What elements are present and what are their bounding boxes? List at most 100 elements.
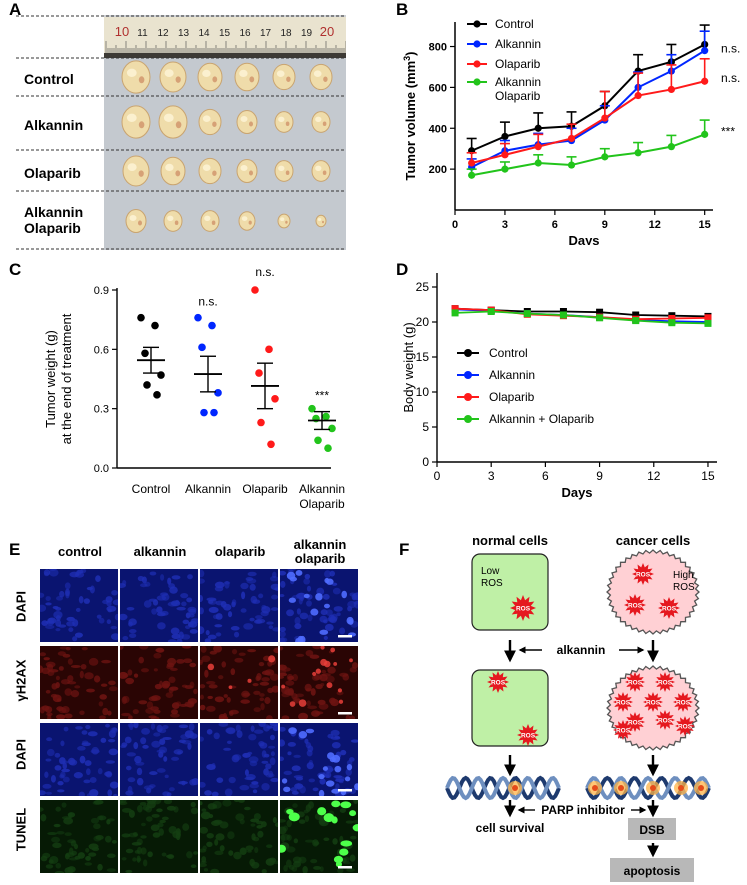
ros-label: ROS <box>646 700 661 707</box>
cell-nucleus <box>61 706 70 714</box>
cell-nucleus <box>178 739 186 744</box>
cell-nucleus <box>98 701 104 707</box>
cell-nucleus <box>323 619 328 624</box>
cell-nucleus <box>205 681 216 685</box>
cell-nucleus <box>286 834 292 841</box>
ruler-number: 10 <box>115 24 129 39</box>
cell-nucleus <box>211 791 219 796</box>
dna-strand <box>445 775 561 801</box>
cell-nucleus <box>64 713 73 719</box>
cell-nucleus <box>160 574 165 581</box>
cell-nucleus <box>43 657 50 661</box>
cell-nucleus <box>206 832 214 839</box>
gh2ax-foci <box>247 678 252 683</box>
cell-nucleus <box>152 832 161 838</box>
cell-nucleus <box>120 800 124 804</box>
ros-label: ROS <box>658 680 673 687</box>
micrograph-background <box>40 723 118 796</box>
cell-nucleus <box>268 857 277 863</box>
cell-nucleus <box>50 693 58 698</box>
cancer-cells-title: cancer cells <box>616 533 690 548</box>
tumor-weight-chart: 0.0 0.3 0.6 0.9 Tumor weight (g) at the end o… <box>43 265 345 511</box>
cell-nucleus <box>240 608 247 613</box>
cell-nucleus <box>203 868 209 872</box>
micrograph-background <box>200 569 278 642</box>
ros-label: ROS <box>676 700 691 707</box>
cell-nucleus <box>204 669 209 678</box>
cell-nucleus <box>162 724 169 730</box>
cell-nucleus <box>184 730 195 739</box>
cell-nucleus <box>201 808 207 812</box>
cell-nucleus <box>158 751 164 758</box>
cell-nucleus <box>185 612 191 619</box>
cell-nucleus <box>339 627 346 635</box>
body-weight-chart: 0 5 10 15 20 25 0 3 6 9 12 15 Days Body weight (g) Con… <box>401 273 717 500</box>
cell-nucleus <box>76 569 84 574</box>
tumor-photo: 10 11 12 13 14 15 16 17 18 19 20 <box>16 15 346 250</box>
category-label: Alkannin <box>185 482 231 496</box>
data-point <box>487 308 495 315</box>
cell-nucleus <box>308 759 313 766</box>
cell-nucleus <box>169 787 175 792</box>
cell-nucleus <box>60 740 65 747</box>
cell-nucleus <box>168 676 176 684</box>
cell-nucleus <box>55 681 60 689</box>
cell-nucleus <box>319 866 324 872</box>
micrograph-background <box>40 646 118 719</box>
ruler-number: 12 <box>157 28 169 39</box>
cell-nucleus <box>230 626 240 631</box>
cell-nucleus <box>246 578 257 584</box>
cell-nucleus <box>150 716 160 719</box>
cell-nucleus <box>322 593 330 600</box>
cell-nucleus <box>319 673 328 682</box>
cell-nucleus <box>46 737 53 742</box>
tumor-vessel <box>323 76 328 82</box>
cell-nucleus <box>140 835 147 839</box>
ros-burst <box>655 710 675 730</box>
ruler-edge <box>104 53 346 58</box>
cell-nucleus <box>164 774 169 779</box>
micrograph-tile <box>280 569 358 642</box>
y-tick-label: 400 <box>429 123 447 135</box>
data-point <box>632 311 640 319</box>
cell-nucleus <box>244 806 251 811</box>
cell-nucleus <box>324 623 334 631</box>
data-point <box>451 305 459 313</box>
cell-nucleus <box>261 677 270 682</box>
cell-nucleus <box>42 783 52 789</box>
cell-nucleus <box>252 599 261 604</box>
cell-nucleus <box>40 604 47 612</box>
cell-nucleus <box>291 866 298 872</box>
tumor <box>198 108 222 136</box>
y-tick-label: 15 <box>416 350 430 364</box>
y-axis-label: Tumor volume (mm3) <box>402 51 418 180</box>
tunel-positive-cell <box>288 812 300 822</box>
cell-nucleus <box>200 863 207 868</box>
cell-nucleus <box>269 757 276 766</box>
cell-nucleus <box>253 813 261 820</box>
scale-bar <box>338 789 352 792</box>
low-ros-label-line1: Low <box>481 566 500 577</box>
bright-nucleus <box>288 597 296 603</box>
cell-nucleus <box>249 583 256 591</box>
ros-label: ROS <box>662 606 677 613</box>
cell-nucleus <box>66 616 75 622</box>
cell-nucleus <box>302 865 308 873</box>
ros-label: ROS <box>616 700 631 707</box>
cell-nucleus <box>72 636 78 642</box>
cell-nucleus <box>70 664 81 669</box>
cell-nucleus <box>208 684 218 689</box>
cell-nucleus <box>292 803 298 808</box>
data-point <box>501 132 509 141</box>
cell-nucleus <box>200 578 205 584</box>
cell-nucleus <box>280 726 286 732</box>
micrograph-tile <box>200 646 278 719</box>
tumor-highlight <box>241 216 248 222</box>
cell-nucleus <box>273 647 278 654</box>
cell-nucleus <box>84 760 92 767</box>
cell-nucleus <box>256 825 263 829</box>
cell-nucleus <box>140 737 147 745</box>
ruler-number: 18 <box>280 28 292 39</box>
cell-nucleus <box>181 684 188 688</box>
cell-nucleus <box>165 854 174 858</box>
